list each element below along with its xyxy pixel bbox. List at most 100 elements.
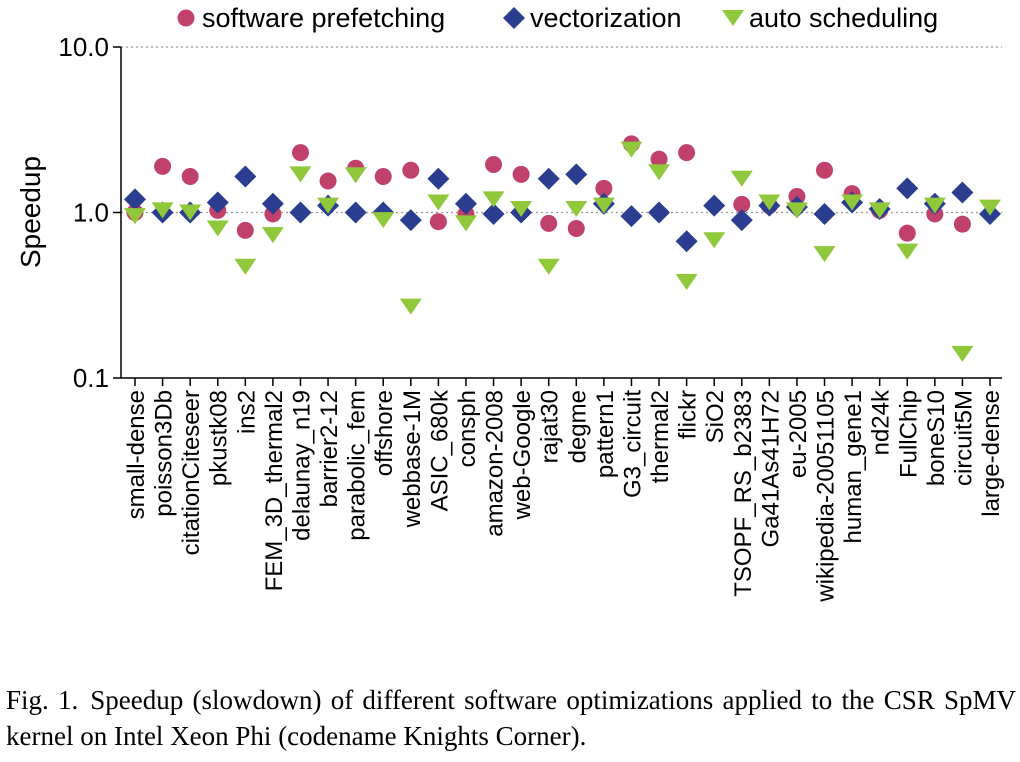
x-tick-label: web-Google — [509, 390, 536, 520]
y-tick-label: 1.0 — [73, 198, 109, 228]
x-tick-label: flickr — [675, 390, 702, 439]
data-point — [951, 181, 974, 204]
legend-item: vectorization — [503, 3, 682, 33]
x-tick-label: parabolic_fem — [344, 390, 371, 541]
legend-label: auto scheduling — [749, 3, 938, 33]
data-point — [758, 194, 781, 211]
data-point — [317, 197, 340, 214]
x-tick-label: pattern1 — [592, 390, 619, 478]
data-point — [482, 191, 505, 208]
y-tick-label: 10.0 — [58, 32, 109, 62]
data-point — [868, 202, 891, 219]
data-point — [620, 141, 643, 158]
data-point — [289, 201, 312, 224]
data-point — [703, 194, 726, 217]
data-point — [374, 168, 392, 186]
data-point — [537, 258, 560, 275]
data-point — [648, 201, 671, 224]
x-tick-label: barrier2-12 — [316, 390, 343, 507]
legend-marker — [722, 10, 744, 26]
data-point — [427, 194, 450, 211]
data-point — [841, 194, 864, 211]
x-tick-label: amazon-2008 — [482, 390, 509, 537]
data-point — [402, 161, 420, 179]
data-point — [289, 166, 312, 183]
y-tick-label: 0.1 — [73, 363, 109, 393]
x-tick-label: circuit5M — [950, 390, 977, 486]
y-axis-label: Speedup — [15, 156, 46, 268]
data-point — [898, 224, 916, 242]
data-point — [540, 214, 558, 232]
data-point — [813, 246, 836, 263]
data-point — [206, 220, 229, 237]
data-point — [124, 188, 146, 211]
data-point — [206, 191, 229, 214]
x-tick-label: large-dense — [978, 390, 1005, 517]
series-vectorization — [124, 163, 1001, 253]
x-tick-label: ASIC_680k — [426, 389, 453, 511]
x-tick-label: SiO2 — [702, 390, 729, 443]
data-point — [234, 165, 257, 188]
data-point — [482, 202, 505, 225]
data-point — [565, 163, 588, 186]
data-point — [730, 170, 753, 187]
x-tick-label: human_gene1 — [840, 390, 867, 543]
data-point — [816, 161, 834, 179]
legend-marker — [177, 9, 195, 27]
y-axis-ticks: 0.1 1.0 10.0 — [58, 32, 121, 393]
x-tick-label: small-dense — [123, 390, 150, 519]
data-point — [733, 195, 751, 213]
data-point — [923, 197, 946, 214]
data-point — [785, 202, 808, 219]
legend-label: vectorization — [530, 3, 682, 33]
x-tick-label: consph — [454, 390, 481, 467]
data-point — [344, 201, 367, 224]
data-point — [151, 202, 174, 219]
series-auto-scheduling — [124, 141, 1001, 362]
x-tick-label: thermal2 — [647, 390, 674, 483]
data-point — [979, 199, 1001, 216]
data-point — [537, 167, 560, 190]
x-tick-label: degme — [564, 390, 591, 463]
data-point — [648, 164, 671, 181]
legend-marker — [503, 7, 525, 29]
data-point — [675, 230, 698, 253]
x-tick-label: FullChip — [895, 390, 922, 478]
data-point — [319, 172, 337, 190]
data-point — [510, 200, 533, 217]
legend-item: auto scheduling — [722, 3, 938, 33]
data-point — [678, 144, 696, 162]
legend-item: software prefetching — [177, 3, 445, 33]
data-point — [261, 227, 284, 244]
x-axis-ticks: small-dense poisson3Db citationCiteseer pku… — [123, 378, 1005, 603]
data-point — [620, 205, 643, 228]
x-tick-label: rajat30 — [537, 390, 564, 463]
x-tick-label: webbase-1M — [399, 390, 426, 528]
data-point — [951, 345, 974, 362]
x-tick-label: poisson3Db — [151, 390, 178, 517]
data-point — [124, 208, 146, 225]
data-point — [595, 179, 613, 197]
x-tick-label: boneS10 — [923, 390, 950, 486]
data-point — [896, 243, 919, 260]
data-point — [565, 200, 588, 217]
caption-text: Speedup (slowdown) of different software… — [6, 685, 1016, 751]
data-point — [429, 213, 447, 231]
data-point — [650, 150, 668, 168]
data-point — [236, 221, 254, 239]
data-point — [813, 202, 836, 225]
data-points — [124, 135, 1001, 362]
gridlines — [121, 46, 1002, 214]
x-tick-label: delaunay_n19 — [288, 390, 315, 541]
figure-label: Fig. 1. — [6, 685, 79, 715]
data-point — [567, 220, 585, 238]
data-point — [703, 232, 726, 249]
x-tick-label: eu-2005 — [785, 390, 812, 478]
data-point — [896, 177, 919, 200]
legend-label: software prefetching — [202, 3, 445, 33]
data-point — [179, 204, 202, 221]
data-point — [592, 197, 615, 214]
data-point — [154, 157, 172, 175]
data-point — [399, 298, 422, 315]
x-tick-label: offshore — [371, 390, 398, 476]
